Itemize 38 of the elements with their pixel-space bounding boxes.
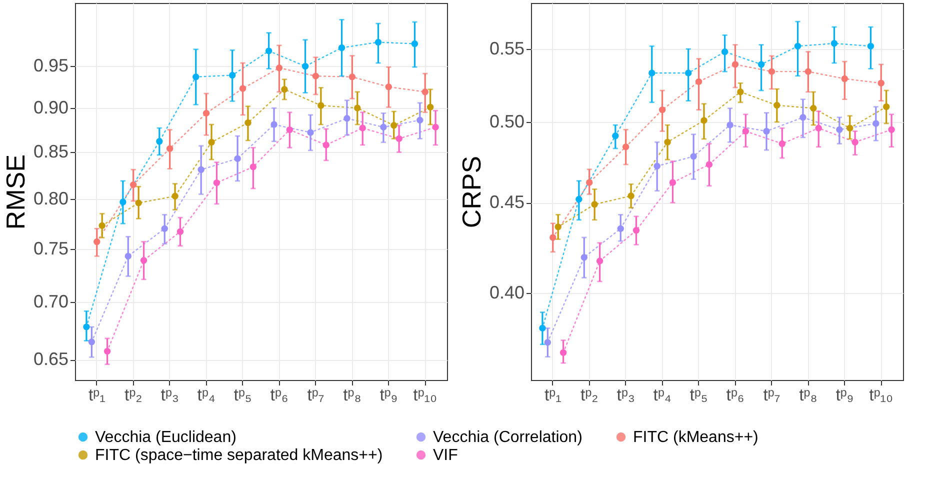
x-tick-label: tᵖ₁ — [88, 386, 106, 404]
legend-label: Vecchia (Correlation) — [433, 429, 582, 446]
x-tick-label: tᵖ₆ — [270, 386, 288, 404]
y-tick-label: 0.80 — [33, 188, 68, 209]
x-tick-label: tᵖ₆ — [726, 386, 744, 404]
y-tick-label: 0.90 — [33, 98, 68, 118]
x-tick-label: tᵖ₃ — [160, 386, 179, 404]
x-tick-label: tᵖ₂ — [580, 386, 598, 404]
y-tick-label: 0.70 — [33, 292, 68, 312]
y-tick-label: 0.40 — [489, 282, 524, 302]
y-tick-label: 0.75 — [33, 238, 68, 258]
y-tick-label: 0.45 — [489, 192, 524, 212]
x-tick-label: tᵖ₅ — [690, 386, 708, 404]
legend-label: FITC (kMeans++) — [633, 429, 758, 446]
y-axis-title: CRPS — [456, 156, 486, 228]
x-tick-label: tᵖ₁ — [544, 386, 562, 404]
legend-label: Vecchia (Euclidean) — [95, 429, 236, 446]
legend-label: VIF — [433, 447, 458, 464]
x-tick-label: tᵖ₉ — [380, 386, 398, 404]
legend-label: FITC (space−time separated kMeans++) — [95, 447, 383, 464]
x-tick-label: tᵖ₃ — [616, 386, 635, 404]
x-tick-label: tᵖ₉ — [836, 386, 854, 404]
x-tick-label: tᵖ₅ — [234, 386, 252, 404]
x-tick-label: tᵖ₈ — [799, 386, 818, 404]
x-tick-label: tᵖ₇ — [307, 386, 324, 404]
y-tick-label: 0.95 — [33, 56, 68, 76]
x-tick-label: tᵖ₁₀ — [413, 386, 438, 404]
x-tick-label: tᵖ₄ — [197, 386, 216, 404]
x-tick-label: tᵖ₈ — [343, 386, 362, 404]
y-tick-label: 0.55 — [489, 38, 524, 58]
y-tick-label: 0.65 — [33, 349, 68, 370]
y-axis-title: RMSE — [0, 154, 30, 230]
y-tick-label: 0.85 — [33, 142, 68, 162]
x-tick-label: tᵖ₁₀ — [869, 386, 894, 404]
x-tick-label: tᵖ₄ — [653, 386, 672, 404]
x-tick-label: tᵖ₂ — [124, 386, 142, 404]
y-tick-label: 0.50 — [489, 111, 524, 132]
x-tick-label: tᵖ₇ — [763, 386, 780, 404]
